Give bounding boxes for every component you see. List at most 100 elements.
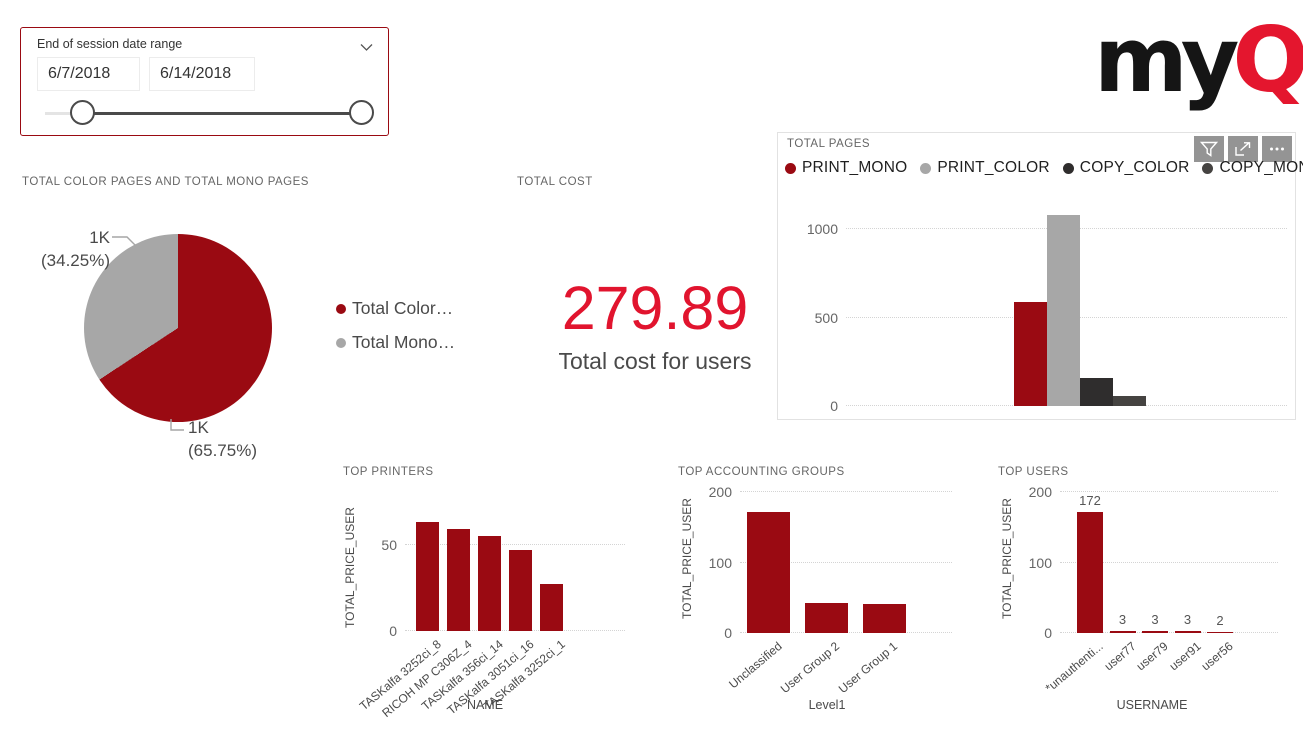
slicer-title: End of session date range — [37, 37, 183, 51]
legend-label: PRINT_MONO — [802, 159, 908, 176]
bar-PRINT_COLOR[interactable] — [1047, 215, 1080, 406]
gridline — [740, 491, 952, 493]
pie-callout-color-pct: (65.75%) — [188, 441, 257, 460]
top-printers-plot: 0 50 TASKalfa 3252ci_8 RICOH MP C306Z_4 TASK… — [356, 505, 625, 720]
legend-item[interactable]: Total Color… — [336, 298, 455, 319]
filter-icon[interactable] — [1194, 136, 1224, 162]
bar-*unauthenti...[interactable] — [1077, 511, 1103, 633]
value-label: 172 — [1079, 492, 1101, 508]
total-pages-visual: TOTAL PAGES PRINT_MONO PRINT_COLOR COPY_CO… — [777, 132, 1303, 420]
x-category-label: user56 — [1198, 639, 1236, 674]
bar-RICOH MP C306Z_4[interactable] — [447, 529, 470, 631]
focus-mode-icon[interactable] — [1228, 136, 1258, 162]
bar-Unclassified[interactable] — [747, 511, 790, 633]
bar-TASKalfa 3252ci_1[interactable] — [540, 584, 563, 631]
legend-dot-icon — [1202, 162, 1214, 174]
bar-TASKalfa 3051ci_16[interactable] — [509, 549, 532, 631]
bar-User Group 1[interactable] — [863, 604, 906, 633]
y-tick-label: 500 — [814, 309, 838, 326]
end-date-input[interactable] — [149, 57, 255, 91]
gridline — [405, 543, 625, 545]
top-users-plot: 0 100 200 172 *unauthenti... 3 user77 3 user79 3 u… — [1029, 484, 1278, 695]
legend-item[interactable]: COPY_COLOR — [1062, 159, 1190, 177]
y-tick-label: 50 — [381, 536, 397, 553]
legend-label: COPY_MONO — [1219, 159, 1303, 176]
top-users-chart: TOP USERS TOTAL_PRICE_USER 0 100 200 172 *un… — [990, 460, 1295, 732]
top-accounting-groups-plot: 0 100 200 Unclassified User Group 2 User Grou… — [709, 484, 952, 696]
top-printers-y-axis-label: TOTAL_PRICE_USER — [343, 507, 357, 629]
x-category-label: User Group 1 — [836, 639, 901, 697]
top-printers-x-axis-label: NAME — [466, 698, 504, 712]
x-category-label: *unauthenti... — [1042, 639, 1106, 696]
value-label: 3 — [1183, 611, 1192, 627]
gridline — [1060, 632, 1278, 633]
pie-callout-mono: 1K (34.25%) — [14, 226, 110, 272]
y-tick-label: 200 — [1028, 484, 1052, 501]
logo-text-my: my — [1094, 8, 1239, 113]
slider-track[interactable] — [45, 112, 85, 115]
pie-callout-lines — [112, 236, 184, 431]
pie-callout-color-value: 1K — [188, 418, 209, 437]
gridline — [1060, 561, 1278, 563]
bar-TASKalfa 3252ci_8[interactable] — [416, 522, 439, 631]
slider-handle-start[interactable] — [70, 100, 95, 125]
bar-user56[interactable] — [1207, 631, 1233, 633]
legend-dot-icon — [920, 162, 932, 174]
bar-PRINT_MONO[interactable] — [1014, 301, 1047, 406]
slider-selected-range[interactable] — [82, 111, 361, 115]
y-tick-label: 0 — [724, 625, 732, 641]
top-users-title: TOP USERS — [998, 466, 1069, 478]
bar-COPY_MONO[interactable] — [1113, 395, 1146, 406]
value-label: 3 — [1151, 611, 1159, 627]
top-printers-title: TOP PRINTERS — [343, 466, 434, 478]
value-label: 3 — [1118, 611, 1127, 627]
top-accounting-groups-title: TOP ACCOUNTING GROUPS — [678, 466, 845, 478]
top-users-x-axis-label: USERNAME — [1116, 698, 1188, 712]
gridline — [740, 561, 952, 563]
value-label: 2 — [1216, 612, 1224, 628]
y-tick-label: 100 — [1028, 554, 1052, 571]
date-range-slicer: End of session date range — [20, 27, 389, 136]
pie-visual-title: TOTAL COLOR PAGES AND TOTAL MONO PAGES — [22, 176, 309, 188]
pie-callout-mono-value: 1K — [89, 228, 110, 247]
legend-item[interactable]: PRINT_COLOR — [920, 159, 1050, 177]
legend-label: PRINT_COLOR — [937, 159, 1050, 176]
card-title: TOTAL COST — [517, 176, 593, 188]
y-tick-label: 100 — [708, 554, 732, 571]
bar-user79[interactable] — [1142, 630, 1168, 633]
logo-text-q: Q — [1232, 8, 1303, 113]
legend-label: Total Mono… — [352, 332, 456, 352]
pie-chart[interactable] — [84, 234, 272, 422]
legend-label: Total Color… — [352, 298, 454, 318]
start-date-input[interactable] — [37, 57, 140, 91]
y-tick-label: 0 — [389, 623, 397, 639]
x-category-label: user91 — [1166, 639, 1204, 674]
chevron-down-icon[interactable] — [360, 39, 374, 53]
bar-user77[interactable] — [1109, 630, 1136, 633]
y-tick-label: 1000 — [806, 221, 838, 238]
top-accounting-groups-x-axis-label: Level1 — [808, 698, 846, 712]
myq-logo: myQ — [1094, 16, 1303, 106]
y-tick-label: 0 — [830, 398, 838, 414]
bar-User Group 2[interactable] — [805, 603, 848, 633]
x-category-label: User Group 2 — [778, 639, 843, 697]
gridline — [1060, 491, 1278, 493]
x-category-label: Unclassified — [725, 639, 785, 692]
y-tick-label: 0 — [1044, 625, 1052, 641]
slider-handle-end[interactable] — [349, 100, 374, 125]
legend-item[interactable]: COPY_MONO — [1202, 159, 1303, 177]
more-options-icon[interactable] — [1262, 136, 1292, 162]
legend-dot-icon — [1062, 162, 1074, 174]
legend-item[interactable]: PRINT_MONO — [785, 159, 907, 177]
x-category-label: user79 — [1133, 639, 1171, 674]
legend-item[interactable]: Total Mono… — [336, 332, 455, 353]
legend-dot-icon — [785, 162, 796, 174]
bar-TASKalfa 356ci_14[interactable] — [478, 536, 501, 631]
bar-COPY_COLOR[interactable] — [1080, 377, 1113, 406]
legend-dot-icon — [336, 303, 346, 314]
card-value: 279.89 — [561, 274, 749, 342]
bar-user91[interactable] — [1174, 630, 1201, 633]
total-pages-plot: 0 500 1000 — [807, 203, 1287, 414]
pie-callout-color: 1K (65.75%) — [188, 416, 308, 462]
pie-callout-mono-pct: (34.25%) — [41, 251, 110, 270]
